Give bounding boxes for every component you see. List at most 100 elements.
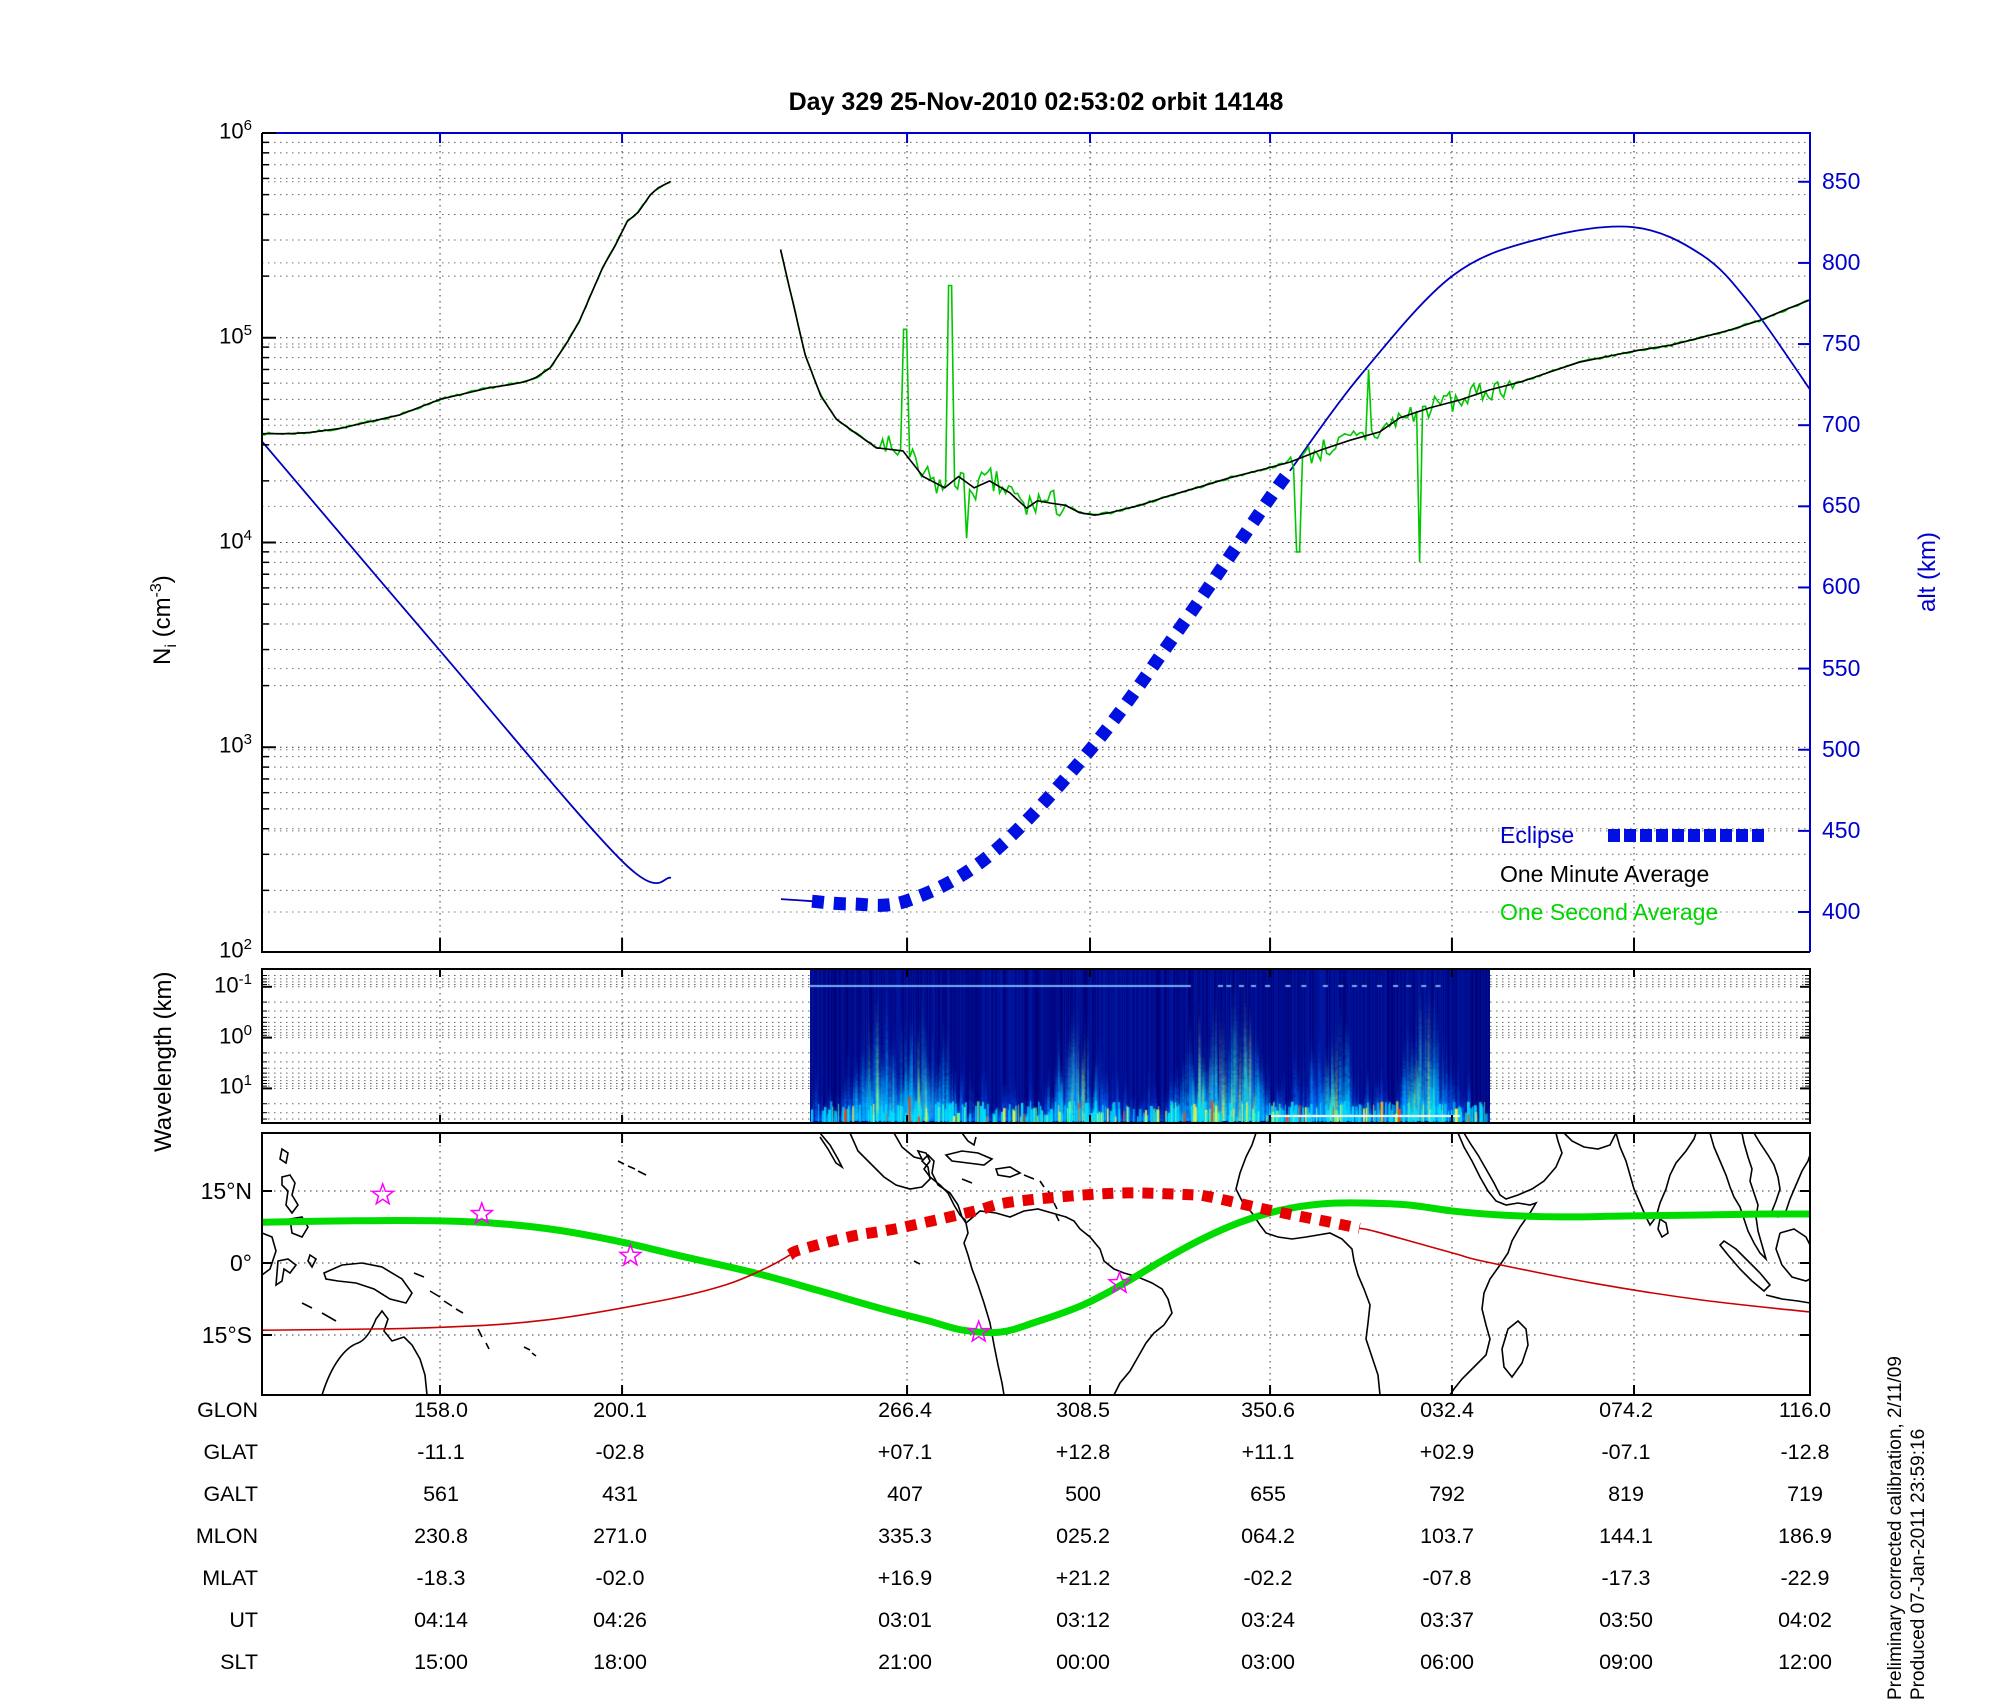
table-row-label: GLON [197,1398,258,1422]
star-marker [1107,1270,1133,1294]
coastline [413,1272,464,1314]
table-cell: 04:14 [414,1608,468,1632]
legend-one-second-label: One Second Average [1500,899,1719,925]
ground-track-green-line [261,1199,1811,1337]
legend-eclipse-dash-swatch [1640,829,1652,842]
table-cell: +11.1 [1241,1440,1295,1464]
legend-eclipse-dash-swatch [1656,829,1668,842]
table-cell: +02.9 [1419,1440,1475,1464]
table-cell: 04:02 [1778,1608,1832,1632]
table-cell: +16.9 [877,1566,933,1590]
map-lat-label-15s: 15°S [201,1322,252,1348]
coastline [819,1132,845,1170]
table-cell: 186.9 [1778,1524,1832,1548]
alt-tick-label: 850 [1822,167,1861,194]
table-cell: -22.9 [1780,1566,1830,1590]
coastline [281,1174,299,1215]
spectrogram-image [810,969,1490,1123]
alt-tick-label: 400 [1822,898,1861,924]
coastline [617,1160,647,1176]
coastline [261,1232,277,1276]
coastline [1709,1132,1768,1262]
map-layer [261,1132,1811,1396]
footer-line1: Preliminary corrected calibration, 2/11/… [1885,1356,1906,1700]
one-minute-average-line [779,249,1811,517]
ni-tick-label: 104 [219,526,252,553]
alt-tick-label: 800 [1822,248,1861,275]
star-marker [617,1242,644,1267]
legend-eclipse-dash-swatch [1736,829,1748,842]
table-cell: -07.8 [1422,1566,1472,1590]
coastline [1463,1132,1563,1200]
table-cell: -07.1 [1601,1440,1651,1464]
table-cell: 230.8 [414,1524,468,1548]
plot1-frame-top-right [262,132,1811,952]
altitude-line [1289,225,1811,472]
eclipse-dashed-line [811,466,1296,912]
coastline [1615,1132,1697,1227]
table-cell: 561 [423,1482,459,1506]
table-cell: 03:00 [1241,1650,1295,1674]
table-cell: 431 [602,1482,638,1506]
coastline [1657,1217,1669,1239]
legend-eclipse-dash-swatch [1624,829,1636,842]
table-cell: -02.0 [595,1566,645,1590]
legend-eclipse-dash-swatch [1720,829,1732,842]
table-cell: +12.8 [1055,1440,1111,1464]
table-cell: 719 [1787,1482,1823,1506]
star-marker [370,1181,396,1206]
plot-title: Day 329 25-Nov-2010 02:53:02 orbit 14148 [788,88,1284,116]
alt-tick-label: 550 [1822,654,1861,681]
table-row-label: MLON [195,1524,258,1548]
table-cell: 144.1 [1599,1524,1653,1548]
table-cell: -02.2 [1243,1566,1293,1590]
table-cell: 819 [1608,1482,1644,1506]
ni-tick-label: 105 [219,321,252,349]
gridlines-layer [262,132,1810,1395]
coastline [1563,1132,1617,1150]
track-red-line [261,1254,791,1331]
coastline [1235,1132,1381,1396]
table-row-label: GALT [203,1482,258,1506]
altitude-line [261,440,672,884]
legend-eclipse-dash-swatch [1704,829,1716,842]
table-cell: 200.1 [593,1398,647,1422]
table-cell: 116.0 [1778,1398,1832,1422]
coastline [1449,1132,1538,1396]
one-second-average-line [779,250,1810,563]
table-cell: 335.3 [878,1524,932,1548]
legend-eclipse-label: Eclipse [1500,822,1575,848]
alt-tick-label: 650 [1822,492,1861,519]
alt-axis-title: alt (km) [1914,532,1941,612]
curves-layer [261,180,1811,912]
legend-eclipse-dash-swatch [1608,829,1620,842]
table-cell: -12.8 [1780,1440,1830,1464]
coastline [289,1216,309,1238]
coastline [323,1262,413,1304]
table-cell: 03:24 [1241,1608,1295,1632]
map-frame [261,1132,1811,1396]
coastline [961,1132,977,1147]
map-lat-label-15n: 15°N [200,1178,252,1204]
legend-eclipse-dash-swatch [1672,829,1684,842]
track-red-line [1359,1227,1811,1313]
coastline [1765,1294,1811,1304]
table-cell: -02.8 [595,1440,645,1464]
table-row-label: MLAT [202,1566,258,1590]
alt-tick-label: 500 [1822,735,1861,762]
coastline [944,1150,1035,1184]
ni-axis-title: Ni (cm-3) [148,575,180,665]
coastline [1753,1132,1811,1219]
table-cell: -18.3 [416,1566,466,1590]
map-lat-label-0: 0° [230,1250,252,1276]
axes-frames-layer [261,132,1811,1396]
table-cell: +07.1 [877,1440,933,1464]
legend-eclipse-dash-swatch [1688,829,1700,842]
table-cell: 18:00 [593,1650,647,1674]
star-marker [966,1318,992,1343]
table-cell: 032.4 [1420,1398,1474,1422]
table-cell: 500 [1065,1482,1101,1506]
footer-note: Preliminary corrected calibration, 2/11/… [1884,1270,1930,1700]
coastline [893,1132,967,1222]
